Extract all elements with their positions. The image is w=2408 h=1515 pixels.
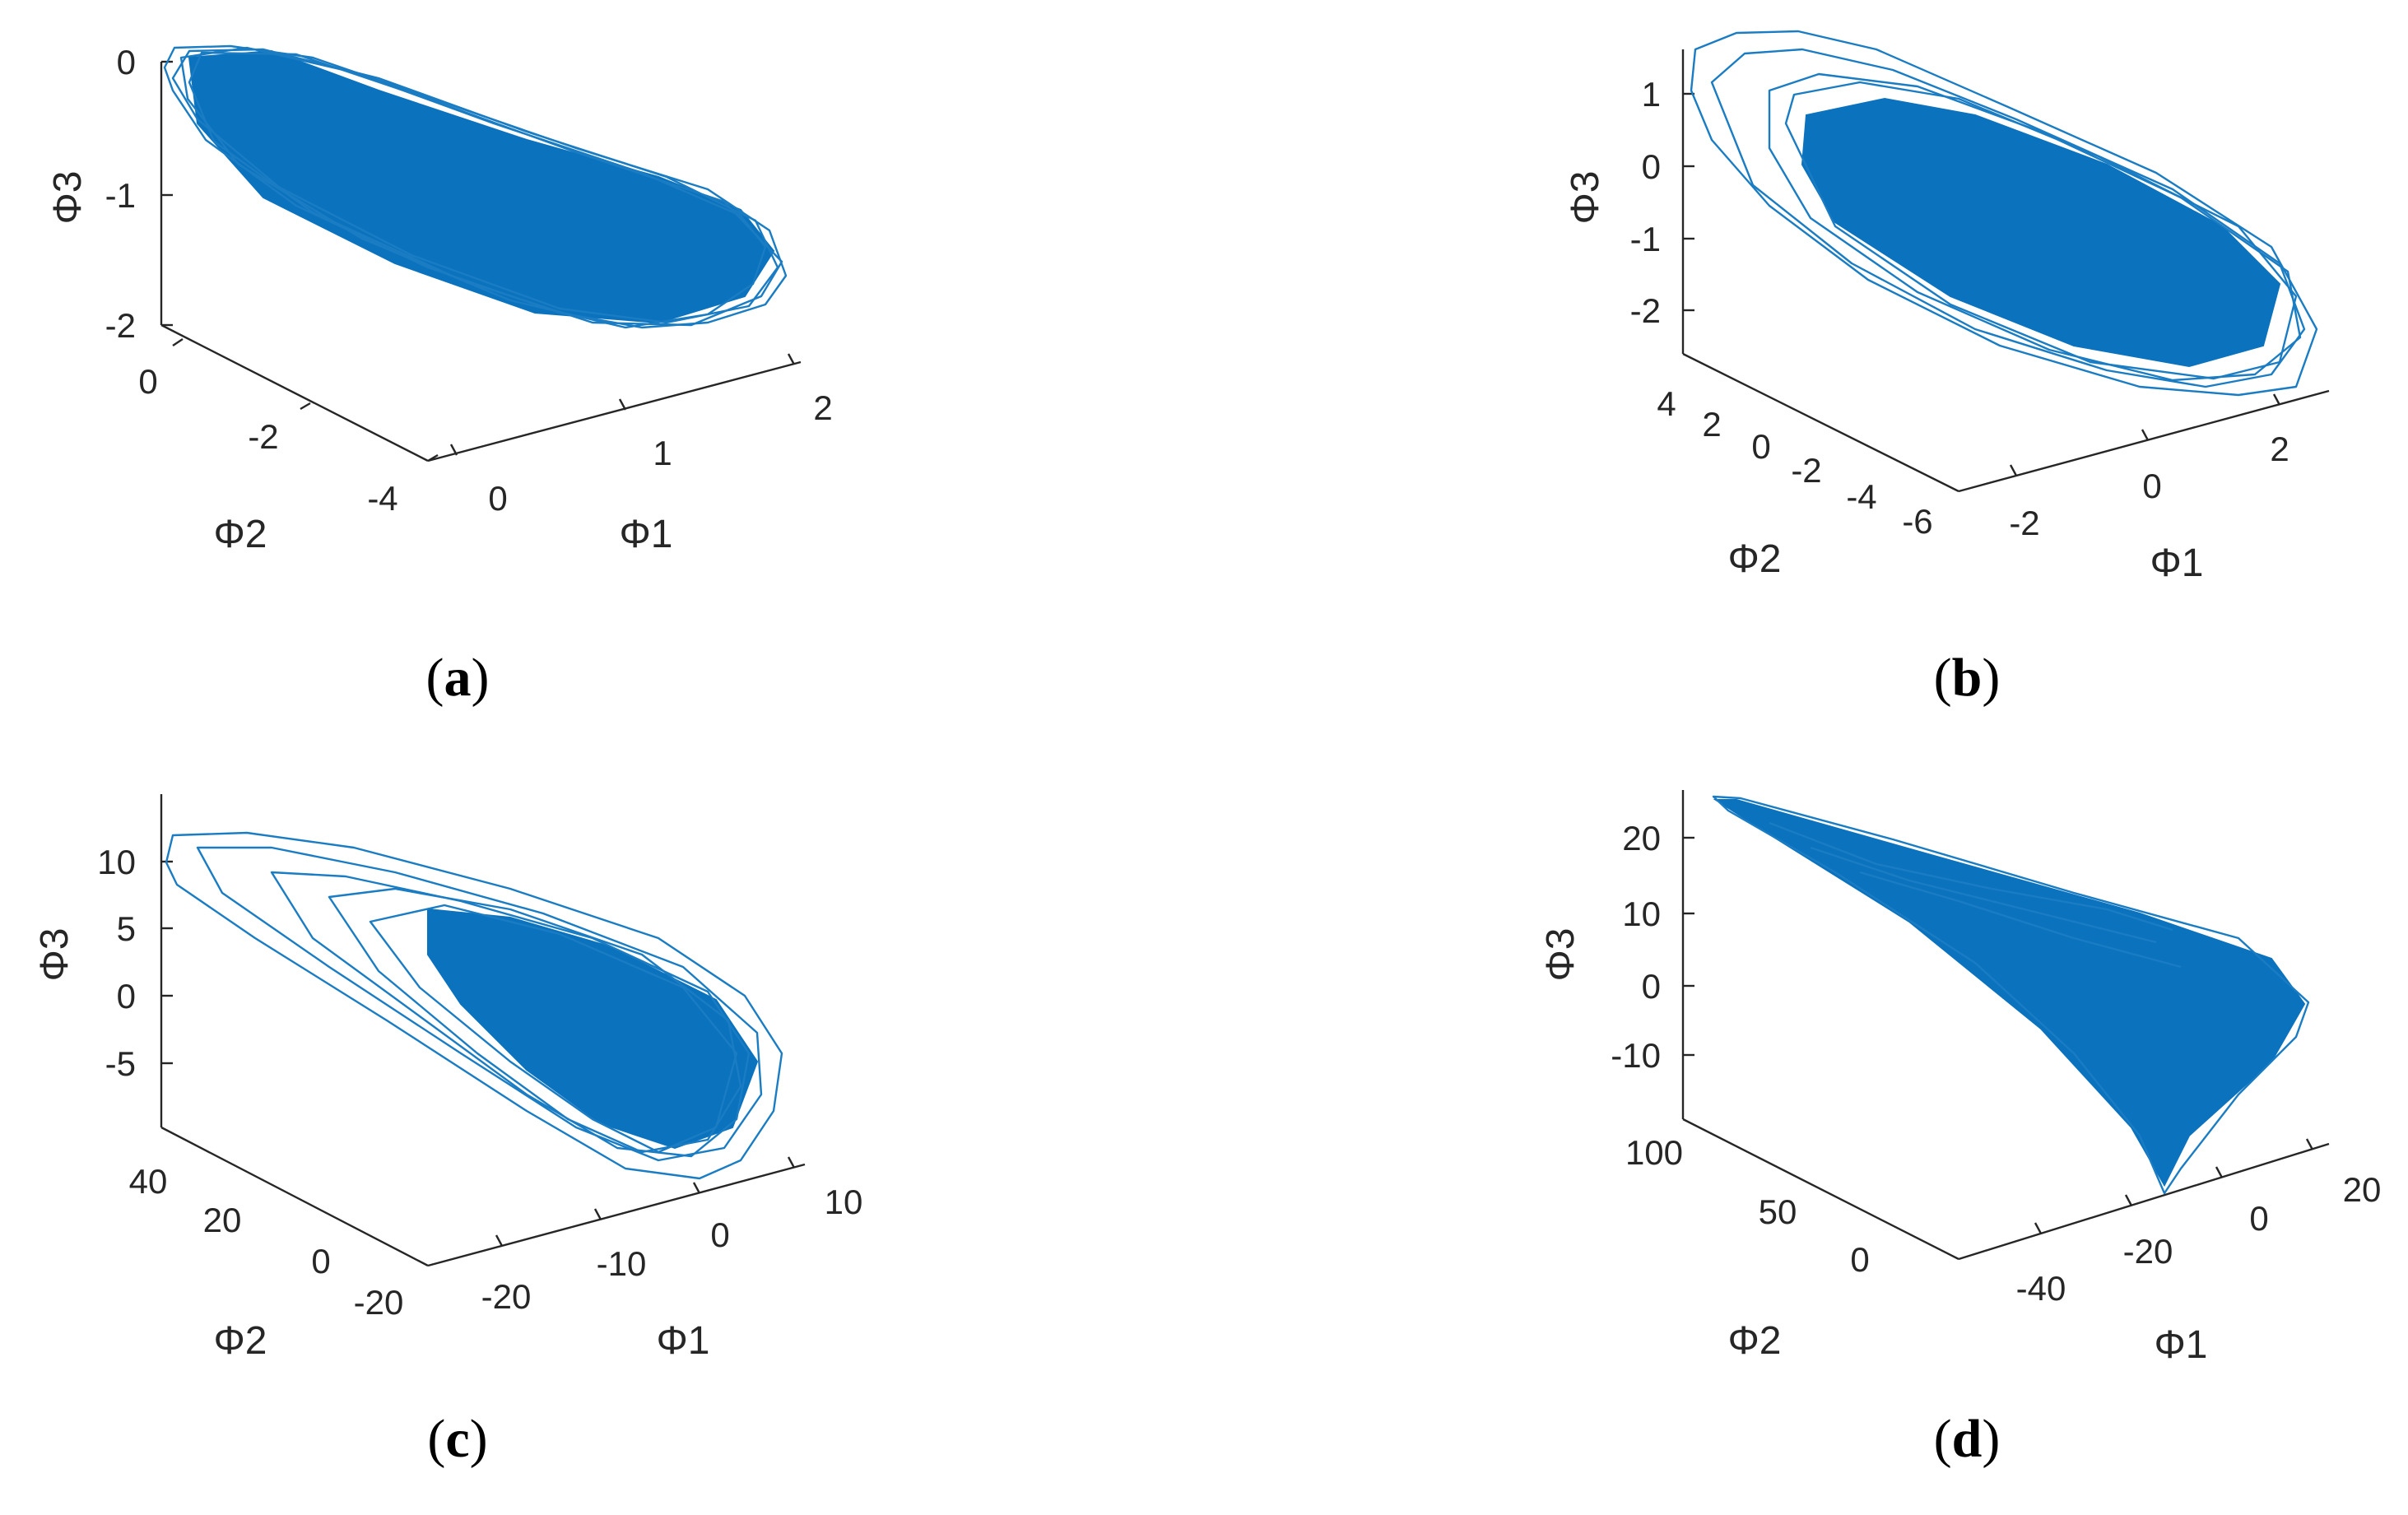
panel-a-zlabel: Φ3 [46, 171, 90, 225]
panel-d-x-tick: -20 [2123, 1232, 2173, 1271]
panel-c-caption: (c) [427, 1409, 487, 1469]
panel-d-z-tick: -10 [1611, 1036, 1661, 1075]
panel-c-x-tick: 0 [710, 1215, 729, 1254]
panel-d-x-tick: 20 [2343, 1170, 2382, 1209]
panel-c-x-axis [427, 1163, 806, 1267]
panel-a-x-tick: 0 [488, 479, 507, 518]
panel-d-ylabel: Φ2 [1728, 1319, 1782, 1363]
panel-b-y-tick: -2 [1791, 451, 1821, 490]
panel-c-z-tick: 0 [117, 977, 136, 1015]
panel-d-z-tick: 10 [1622, 895, 1661, 933]
panel-a-trajectory [163, 44, 788, 329]
panel-c-z-tick: 5 [117, 909, 136, 948]
panel-c-axes [160, 794, 806, 1267]
panel-a-axes [160, 60, 802, 462]
panel-a-x-axis [427, 360, 802, 462]
panel-b-trajectory [1690, 30, 2318, 397]
panel-d-y-tick: 100 [1625, 1133, 1683, 1172]
panel-b-y-axis [1682, 352, 1959, 493]
panel-d-x-tick: 0 [2249, 1199, 2268, 1238]
panel-b-zlabel: Φ3 [1564, 171, 1607, 225]
panel-b-y-tick: 4 [1657, 384, 1676, 423]
panel-c-y-axis [160, 1126, 429, 1267]
panel-d-tick-labels: 20 10 0 -10 100 50 0 -40 -20 0 20 [1611, 819, 2381, 1308]
panel-d-z-tick: 20 [1622, 819, 1661, 857]
panel-b-tick-labels: 1 0 -1 -2 4 2 0 -2 -4 -6 -2 0 2 [1630, 75, 2289, 542]
panel-a-y-tick: -4 [367, 479, 397, 518]
panel-b-ylabel: Φ2 [1728, 537, 1782, 581]
panel-c-y-tick: -20 [354, 1283, 404, 1322]
panel-c-zlabel: Φ3 [33, 928, 77, 982]
panel-b-y-tick: 0 [1751, 427, 1770, 466]
panel-b-axes [1681, 49, 2330, 493]
panel-d-axes [1681, 790, 2330, 1261]
panel-c-y-tick: 20 [203, 1201, 242, 1239]
panel-a-y-axis [160, 323, 429, 462]
panel-b-xlabel: Φ1 [2150, 541, 2204, 585]
panel-d-y-tick: 0 [1850, 1240, 1869, 1279]
panel-b-z-tick: -2 [1630, 291, 1661, 330]
panel-c-trajectory [165, 831, 783, 1180]
panel-b-y-tick: 2 [1702, 405, 1721, 444]
panel-d-xlabel: Φ1 [2155, 1323, 2208, 1367]
panel-b-z-tick: 0 [1642, 147, 1661, 186]
panel-b-x-tick: 2 [2270, 430, 2289, 468]
panel-a-ylabel: Φ2 [214, 513, 267, 556]
panel-b: 1 0 -1 -2 4 2 0 -2 -4 -6 -2 0 2 Φ3 Φ2 Φ1… [1564, 30, 2330, 708]
panel-d-y-tick: 50 [1759, 1192, 1797, 1231]
panel-d-z-tick: 0 [1642, 967, 1661, 1006]
panel-c-tick-labels: 10 5 0 -5 40 20 0 -20 -20 -10 0 10 [97, 843, 862, 1322]
panel-d-y-axis [1682, 1118, 1959, 1261]
panel-a-x-tick: 2 [813, 388, 832, 427]
panel-c-x-tick: -10 [597, 1244, 647, 1283]
panel-d-zlabel: Φ3 [1539, 928, 1583, 982]
panel-c-x-tick: -20 [481, 1277, 532, 1316]
panel-a-z-tick: 0 [117, 43, 136, 81]
panel-b-y-tick: -4 [1846, 477, 1876, 516]
panel-c-z-tick: 10 [97, 843, 136, 881]
panel-c-y-tick: 0 [311, 1242, 330, 1280]
panel-a-z-tick: -1 [105, 176, 136, 215]
panel-b-caption: (b) [1934, 648, 2001, 708]
panel-d-trajectory [1712, 795, 2310, 1195]
panel-d-caption: (d) [1934, 1409, 2001, 1469]
panel-a-y-tick: -2 [248, 417, 278, 456]
panel-b-y-tick: -6 [1902, 502, 1932, 541]
panel-c: 10 5 0 -5 40 20 0 -20 -20 -10 0 10 Φ3 Φ2… [33, 794, 862, 1469]
panel-a: 0 -1 -2 0 -2 -4 0 1 2 Φ3 Φ2 Φ1 (a) [46, 43, 833, 708]
panel-a-x-tick: 1 [653, 434, 672, 472]
panel-c-ylabel: Φ2 [214, 1319, 267, 1363]
panel-b-z-tick: 1 [1642, 75, 1661, 114]
panel-c-y-tick: 40 [129, 1162, 168, 1201]
panel-a-xlabel: Φ1 [620, 513, 673, 556]
panel-c-x-tick: 10 [825, 1183, 863, 1221]
panel-c-xlabel: Φ1 [657, 1319, 710, 1363]
panel-d-x-axis [1958, 1142, 2330, 1261]
panel-a-y-tick: 0 [138, 362, 157, 401]
panel-d: 20 10 0 -10 100 50 0 -40 -20 0 20 Φ3 Φ2 … [1539, 790, 2381, 1469]
panel-b-z-tick: -1 [1630, 220, 1661, 258]
panel-a-z-tick: -2 [105, 306, 136, 345]
panel-b-x-axis [1958, 389, 2330, 493]
panel-d-x-tick: -40 [2016, 1269, 2066, 1308]
panel-b-x-tick: -2 [2009, 504, 2039, 542]
panel-a-caption: (a) [426, 648, 490, 708]
panel-b-x-tick: 0 [2142, 467, 2161, 505]
panel-a-tick-labels: 0 -1 -2 0 -2 -4 0 1 2 [105, 43, 833, 518]
panel-c-z-tick: -5 [105, 1044, 136, 1083]
